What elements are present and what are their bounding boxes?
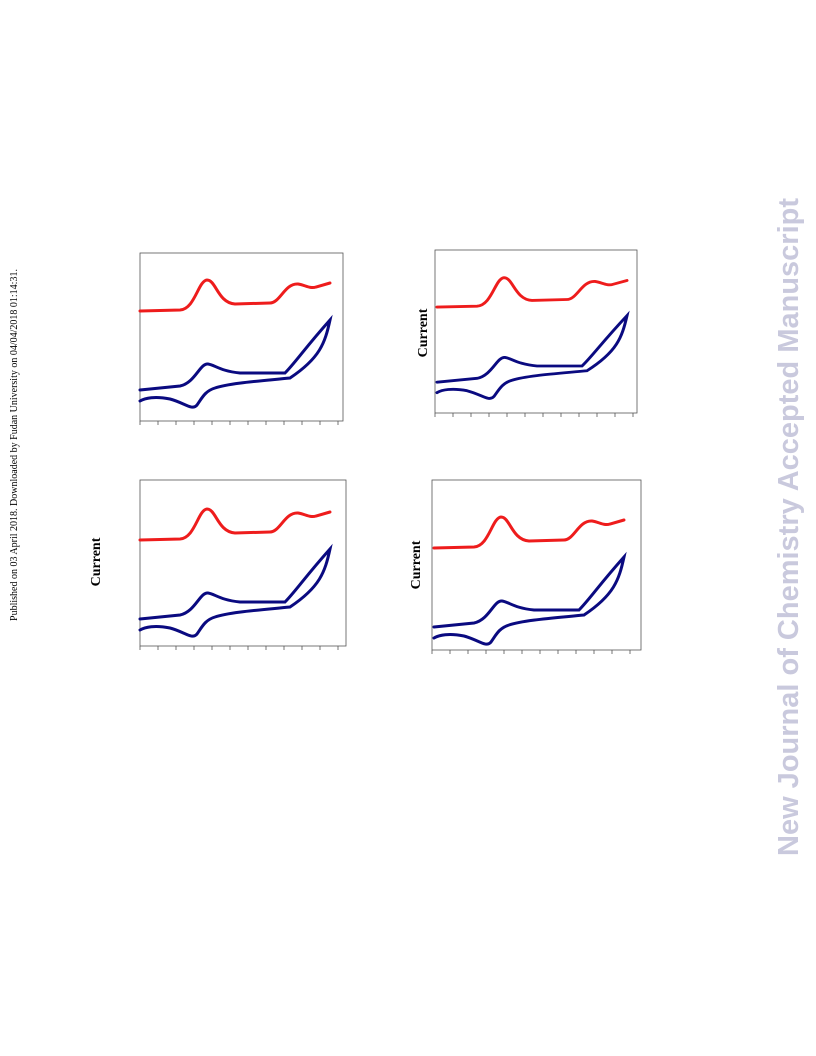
panel — [434, 249, 638, 418]
y-axis-label: Current — [416, 308, 431, 357]
panel — [138, 479, 347, 651]
watermark: New Journal of Chemistry Accepted Manusc… — [773, 198, 805, 856]
y-axis-label: Current — [89, 537, 104, 586]
panel — [138, 252, 344, 426]
panel — [431, 479, 642, 655]
sidebar-note: Published on 03 April 2018. Downloaded b… — [9, 269, 20, 621]
y-axis-label: Current — [409, 540, 424, 589]
